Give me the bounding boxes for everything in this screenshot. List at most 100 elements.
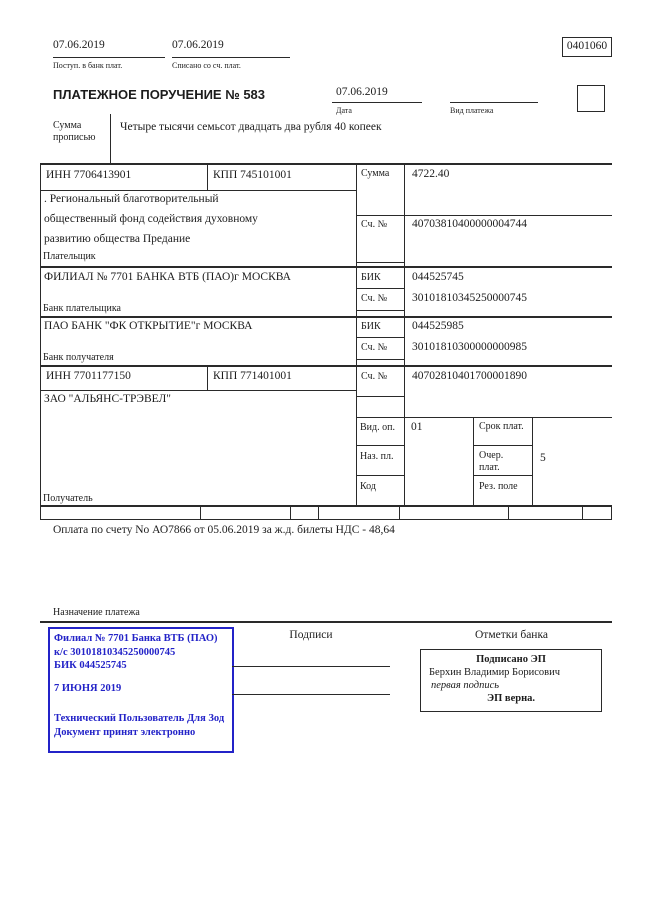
payer-inn: ИНН 7706413901 — [46, 169, 132, 181]
table-line — [40, 505, 612, 507]
table-line — [207, 365, 208, 390]
amount-words-label: Сумма прописью — [53, 120, 96, 143]
table-line — [40, 365, 612, 367]
table-line — [356, 262, 404, 263]
beneficiary-account-label: Сч. № — [361, 371, 388, 382]
op-type-label: Вид. оп. — [360, 422, 395, 433]
stamp-corr-account: к/с 30101810345250000745 — [54, 646, 176, 658]
table-line — [356, 310, 404, 311]
stamp-bik: БИК 044525745 — [54, 660, 127, 671]
table-line — [207, 163, 208, 190]
payer-bank-name: ФИЛИАЛ № 7701 БАНКА ВТБ (ПАО)г МОСКВА — [44, 271, 291, 283]
order-date-value: 07.06.2019 — [336, 86, 388, 98]
table-line — [356, 417, 612, 418]
esign-verified: ЭП верна. — [486, 693, 535, 704]
table-line — [356, 288, 404, 289]
amount-words-value: Четыре тысячи семьсот двадцать два рубля… — [120, 121, 382, 133]
esign-signature-kind: первая подпись — [431, 680, 500, 691]
order-date-underline — [332, 102, 422, 103]
table-line — [40, 621, 612, 623]
payment-purpose-text: Оплата по счету No АО7866 от 05.06.2019 … — [53, 524, 395, 536]
table-line — [290, 507, 291, 519]
amount-label: Сумма — [361, 168, 390, 179]
payer-account: 40703810400000004744 — [412, 218, 527, 230]
payment-table: ИНН 7706413901 КПП 745101001 . Региональ… — [40, 163, 612, 507]
beneficiary-bank-label: Банк получателя — [43, 352, 114, 363]
debited-date-label: Списано со сч. плат. — [172, 61, 241, 70]
priority-label: Очер. плат. — [479, 450, 504, 473]
code-label: Код — [360, 481, 376, 492]
table-line — [40, 316, 612, 318]
beneficiary-kpp: КПП 771401001 — [213, 370, 292, 382]
beneficiary-name: ЗАО "АЛЬЯНС-ТРЭВЕЛ" — [44, 393, 171, 405]
table-line — [356, 475, 404, 476]
payer-bank-account: 30101810345250000745 — [412, 292, 527, 304]
esign-stamp-box: Подписано ЭП Берхин Владимир Борисович п… — [420, 649, 602, 712]
debited-date-underline — [172, 57, 290, 58]
table-line — [404, 163, 405, 505]
form-code-box: 0401060 — [562, 37, 612, 57]
esign-signer-name: Берхин Владимир Борисович — [429, 667, 560, 678]
purpose-code-label: Наз. пл. — [360, 451, 394, 462]
table-line — [40, 507, 41, 519]
amount-words-divider — [110, 114, 111, 163]
stamp-user: Технический Пользователь Для Зод — [54, 713, 225, 724]
table-line — [356, 337, 404, 338]
table-line — [473, 445, 532, 446]
received-date-label: Поступ. в банк плат. — [53, 61, 123, 70]
table-line — [532, 417, 533, 505]
table-line — [200, 507, 201, 519]
table-line — [40, 163, 612, 165]
table-line — [356, 163, 357, 505]
beneficiary-bank-account-label: Сч. № — [361, 342, 388, 353]
table-line — [40, 163, 41, 505]
bank-acceptance-stamp: Филиал № 7701 Банка ВТБ (ПАО) к/с 301018… — [48, 627, 234, 753]
table-line — [356, 215, 612, 216]
table-line — [582, 507, 583, 519]
payer-kpp: КПП 745101001 — [213, 169, 292, 181]
table-line — [356, 359, 404, 360]
beneficiary-inn: ИНН 7701177150 — [46, 370, 131, 382]
stamp-bank-name: Филиал № 7701 Банка ВТБ (ПАО) — [54, 633, 218, 644]
table-line — [508, 507, 509, 519]
payer-bank-account-label: Сч. № — [361, 293, 388, 304]
table-line — [611, 507, 612, 519]
table-line — [473, 417, 474, 505]
payment-kind-box — [577, 85, 605, 112]
payment-kind-label: Вид платежа — [450, 106, 494, 115]
beneficiary-bank-name: ПАО БАНК "ФК ОТКРЫТИЕ"г МОСКВА — [44, 320, 253, 332]
table-line — [40, 190, 356, 191]
payer-name-line: . Региональный благотворительный — [44, 193, 219, 205]
received-date-underline — [53, 57, 165, 58]
bank-marks-label: Отметки банка — [475, 629, 548, 641]
payment-term-label: Срок плат. — [479, 421, 524, 432]
signatures-label: Подписи — [289, 629, 333, 641]
debited-date-value: 07.06.2019 — [172, 39, 224, 51]
payment-purpose-label: Назначение платежа — [53, 607, 140, 618]
signature-line — [232, 694, 390, 695]
beneficiary-bank-bik-label: БИК — [361, 321, 381, 332]
beneficiary-bank-bik: 044525985 — [412, 320, 464, 332]
esign-title: Подписано ЭП — [476, 654, 546, 665]
beneficiary-label: Получатель — [43, 493, 93, 504]
signature-line — [232, 666, 390, 667]
document-title: ПЛАТЕЖНОЕ ПОРУЧЕНИЕ № 583 — [53, 87, 266, 102]
stamp-accepted-note: Документ принят электронно — [54, 726, 196, 738]
table-line — [399, 507, 400, 519]
table-line — [356, 396, 404, 397]
priority-value: 5 — [540, 452, 546, 464]
payer-bank-bik-label: БИК — [361, 272, 381, 283]
amount-value: 4722.40 — [412, 168, 450, 180]
beneficiary-account: 40702810401700001890 — [412, 370, 527, 382]
payer-bank-bik: 044525745 — [412, 271, 464, 283]
payer-label: Плательщик — [43, 251, 96, 262]
table-line — [356, 445, 404, 446]
payment-kind-underline — [450, 102, 538, 103]
payer-name-line: развитию общества Предание — [44, 233, 191, 245]
beneficiary-bank-account: 30101810300000000985 — [412, 341, 527, 353]
payer-name-line: общественный фонд содействия духовному — [44, 213, 258, 225]
table-line — [40, 266, 612, 268]
stamp-date: 7 ИЮНЯ 2019 — [54, 682, 122, 694]
tax-fields-row — [40, 507, 612, 520]
